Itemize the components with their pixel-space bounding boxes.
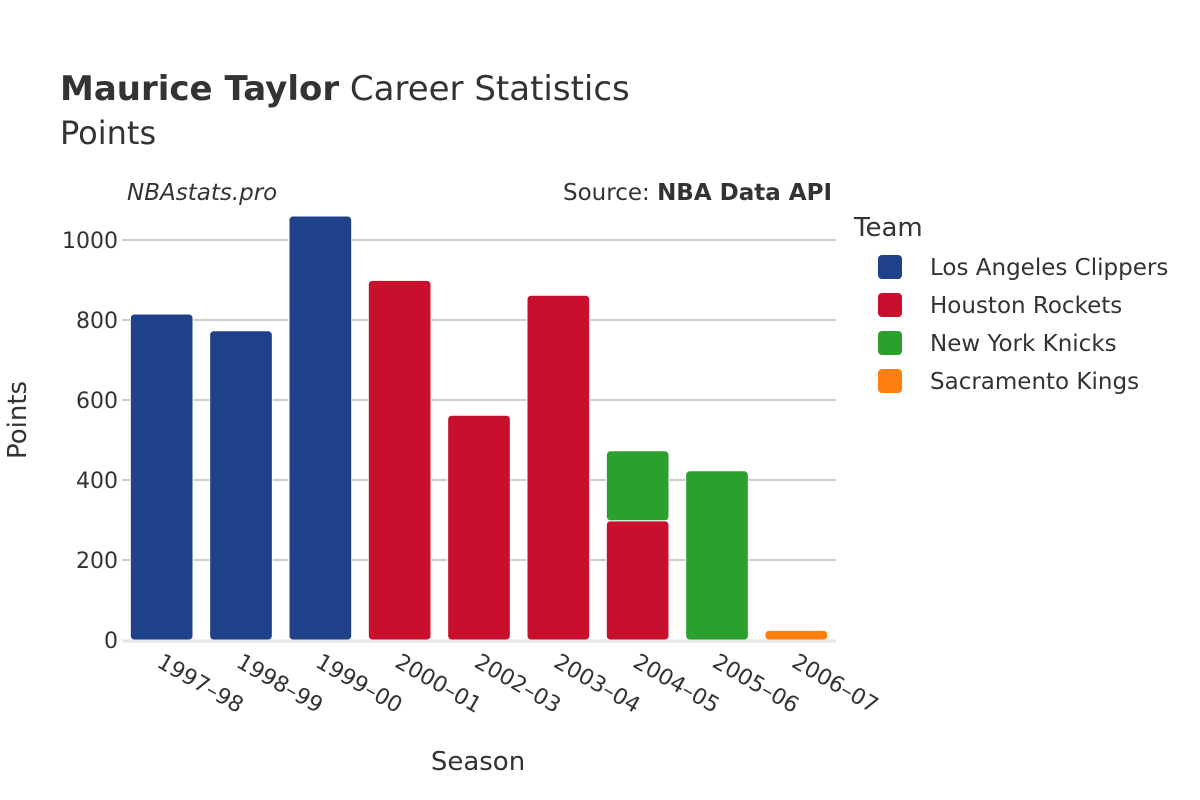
bars bbox=[129, 215, 829, 641]
source-name: NBA Data API bbox=[657, 180, 832, 206]
title-suffix: Career Statistics bbox=[339, 69, 630, 109]
y-axis-ticks: 0 200 400 600 800 1000 bbox=[62, 229, 118, 654]
bar-los-angeles-clippers-1997–98[interactable] bbox=[129, 313, 194, 641]
legend-label[interactable]: Sacramento Kings bbox=[930, 369, 1139, 395]
y-axis-title: Points bbox=[3, 381, 33, 459]
bar-houston-rockets-2003–04[interactable] bbox=[526, 294, 591, 641]
source-credit: Source: NBA Data API bbox=[563, 180, 832, 206]
bar-houston-rockets-2000–01[interactable] bbox=[367, 279, 432, 641]
bar-new-york-knicks-2005–06[interactable] bbox=[685, 470, 749, 641]
x-tick-label: 2006–07 bbox=[787, 650, 882, 719]
bar-los-angeles-clippers-1998–99[interactable] bbox=[209, 330, 273, 641]
legend-swatch-houston-rockets[interactable] bbox=[878, 293, 902, 317]
legend-label[interactable]: Houston Rockets bbox=[930, 293, 1122, 319]
bar-houston-rockets-2002–03[interactable] bbox=[447, 414, 511, 641]
x-tick-label: 1997–98 bbox=[153, 650, 248, 719]
x-axis-ticks: 1997–981998–991999–002000–012002–032003–… bbox=[153, 650, 882, 719]
bar-houston-rockets-2004–05[interactable] bbox=[605, 520, 670, 641]
chart-subtitle: Points bbox=[60, 114, 156, 152]
legend-swatch-new-york-knicks[interactable] bbox=[878, 331, 902, 355]
bar-sacramento-kings-2006–07[interactable] bbox=[764, 629, 829, 641]
legend-label[interactable]: New York Knicks bbox=[930, 331, 1117, 357]
y-tick-label: 800 bbox=[76, 309, 118, 334]
x-tick-label: 1999–00 bbox=[311, 650, 406, 719]
source-prefix: Source: bbox=[563, 180, 657, 206]
x-tick-label: 2000–01 bbox=[391, 650, 486, 719]
watermark: NBAstats.pro bbox=[127, 180, 277, 206]
x-tick-label: 1998–99 bbox=[232, 650, 327, 719]
y-tick-label: 600 bbox=[76, 389, 118, 414]
y-tick-label: 1000 bbox=[62, 229, 118, 254]
y-tick-label: 200 bbox=[76, 549, 118, 574]
x-tick-label: 2005–06 bbox=[708, 650, 803, 719]
x-axis-title: Season bbox=[431, 747, 525, 777]
legend-title: Team bbox=[853, 213, 923, 243]
y-tick-label: 400 bbox=[76, 469, 118, 494]
y-tick-label: 0 bbox=[104, 629, 118, 654]
legend-swatch-sacramento-kings[interactable] bbox=[878, 369, 902, 393]
legend: Los Angeles Clippers Houston Rockets New Y… bbox=[878, 255, 1168, 395]
legend-label[interactable]: Los Angeles Clippers bbox=[930, 255, 1168, 281]
x-tick-label: 2002–03 bbox=[470, 650, 565, 719]
x-tick-label: 2003–04 bbox=[549, 650, 644, 719]
x-tick-label: 2004–05 bbox=[629, 650, 724, 719]
bar-new-york-knicks-2004–05[interactable] bbox=[605, 450, 670, 522]
bar-los-angeles-clippers-1999–00[interactable] bbox=[288, 215, 353, 641]
player-name: Maurice Taylor bbox=[60, 69, 339, 109]
legend-swatch-los-angeles-clippers[interactable] bbox=[878, 255, 902, 279]
chart-title: Maurice Taylor Career Statistics bbox=[60, 69, 630, 109]
